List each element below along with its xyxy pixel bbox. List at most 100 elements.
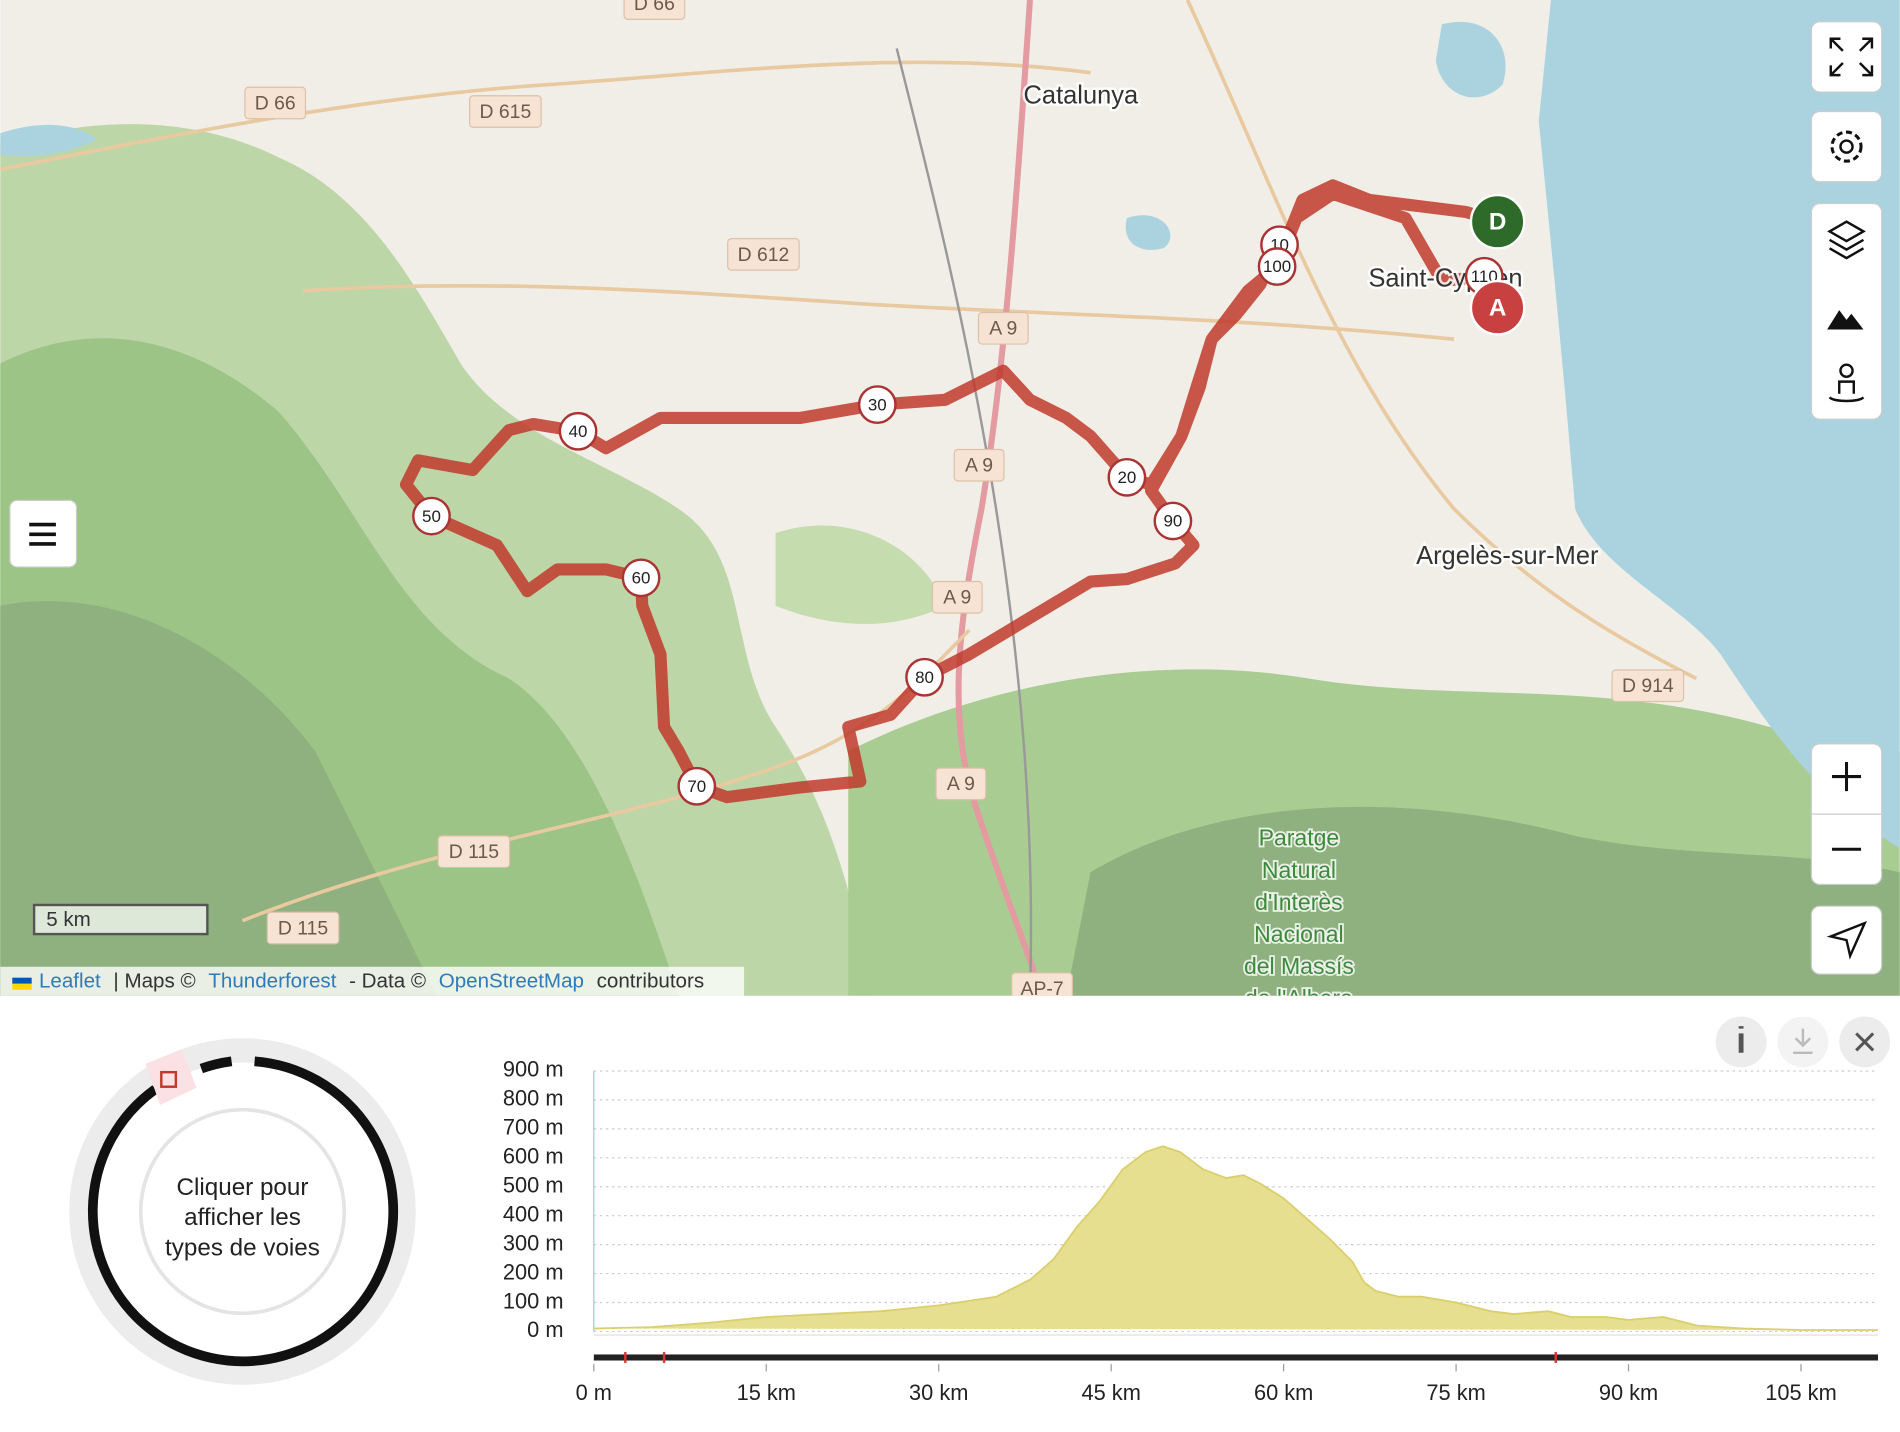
streetview-button[interactable] — [1828, 363, 1865, 403]
road-shield — [1611, 669, 1685, 703]
railway — [895, 48, 1033, 996]
close-icon — [1855, 1032, 1875, 1052]
road — [1185, 0, 1698, 681]
zoom-control[interactable] — [1810, 743, 1883, 886]
elevation-area — [593, 1145, 1879, 1331]
km-marker-label: 90 — [1163, 512, 1182, 531]
donut-label: types de voies — [165, 1234, 320, 1261]
attribution-link[interactable]: Leaflet — [39, 970, 101, 993]
attribution-link[interactable]: OpenStreetMap — [439, 970, 584, 993]
donut-arc — [87, 1056, 399, 1367]
gear-icon — [1839, 139, 1854, 154]
map-labels: D 66 D 66 D 615 Catalunya D 612 A 9 A 9 A 9 A 9 D… — [244, 0, 1685, 1011]
scale-label: 5 km — [46, 908, 91, 931]
donut-label: afficher les — [184, 1204, 301, 1231]
x-tick-label: 60 km — [1254, 1380, 1313, 1405]
road-label: A 9 — [965, 455, 993, 477]
sea — [1538, 0, 1900, 849]
park-label: del Massís — [1244, 953, 1354, 979]
km-marker-label: 40 — [569, 422, 588, 441]
zoom-in-icon[interactable] — [1831, 762, 1862, 792]
flag — [12, 983, 32, 990]
route[interactable] — [399, 179, 1504, 804]
fullscreen-button[interactable] — [1810, 21, 1883, 93]
km-marker — [677, 766, 717, 806]
forest — [775, 525, 946, 624]
road-label: AP-7 — [1021, 978, 1064, 1000]
road-shield — [437, 835, 511, 869]
km-marker-label: 100 — [1263, 257, 1291, 276]
x-tick-label: 45 km — [1081, 1380, 1140, 1405]
x-tick-label: 75 km — [1426, 1380, 1485, 1405]
settings-button[interactable] — [1810, 110, 1883, 183]
x-tick-label: 105 km — [1765, 1380, 1836, 1405]
attribution-text: - Data © — [349, 970, 426, 993]
panel-buttons — [1715, 1016, 1891, 1068]
place-label: Argelès-sur-Mer — [1416, 542, 1599, 570]
end-marker[interactable] — [1469, 279, 1526, 336]
km-marker-label: 60 — [632, 569, 651, 588]
fullscreen-icon — [1829, 37, 1874, 77]
y-tick-label: 400 m — [503, 1201, 564, 1226]
download-icon — [1793, 1028, 1813, 1055]
y-tick-label: 800 m — [503, 1086, 564, 1111]
park-label: Nacional — [1254, 921, 1344, 947]
y-tick-label: 200 m — [503, 1259, 564, 1284]
person-icon — [1839, 363, 1854, 378]
menu-icon — [29, 522, 56, 546]
road-label: D 615 — [480, 101, 532, 123]
road-label: A 9 — [943, 587, 971, 609]
layers-button[interactable] — [1827, 220, 1866, 260]
track-flag — [624, 1352, 627, 1363]
donut-center — [138, 1107, 347, 1316]
road-type-donut[interactable]: Cliquer pour afficher les types de voies — [69, 1038, 416, 1385]
km-marker — [621, 558, 661, 598]
road-shield — [266, 911, 340, 945]
x-tick-label: 30 km — [909, 1380, 968, 1405]
start-marker-label: D — [1489, 208, 1507, 235]
donut-ring — [69, 1038, 416, 1385]
end-marker-label: A — [1489, 294, 1507, 321]
attribution-link[interactable]: Thunderforest — [208, 970, 336, 993]
track-flag — [1554, 1352, 1557, 1363]
place-label: Catalunya — [1024, 82, 1139, 110]
km-marker-label: 20 — [1117, 468, 1136, 487]
button-bg — [1810, 21, 1883, 93]
y-tick-label: 0 m — [527, 1317, 563, 1342]
menu-button[interactable] — [9, 499, 78, 568]
km-marker — [1107, 457, 1147, 497]
km-marker-label: 80 — [915, 668, 934, 687]
road-label: D 115 — [449, 841, 499, 863]
donut-arc — [199, 1056, 233, 1074]
layers-icon — [1827, 220, 1866, 260]
attribution-text: | Maps © — [113, 970, 195, 993]
road-label: D 914 — [1622, 675, 1674, 697]
km-marker — [1257, 247, 1297, 286]
map[interactable]: D 66 D 66 D 615 Catalunya D 612 A 9 A 9 A 9 A 9 D… — [0, 0, 1900, 1011]
park-label: de l'Albera — [1245, 985, 1353, 1011]
road-shield — [977, 311, 1029, 345]
lake — [0, 124, 98, 157]
x-tick-label: 15 km — [737, 1380, 796, 1405]
x-tick-label: 0 m — [576, 1380, 612, 1405]
lake — [1125, 215, 1171, 250]
scale-box — [32, 903, 209, 936]
road-shield — [727, 238, 800, 271]
locate-icon — [1826, 920, 1867, 960]
attribution: Leaflet | Maps © Thunderforest - Data © … — [39, 970, 704, 993]
flag — [12, 977, 32, 984]
road-label: D 612 — [738, 244, 790, 266]
segment-icon — [160, 1070, 178, 1088]
road-shield — [623, 0, 686, 20]
mountain — [1066, 806, 1900, 996]
person-icon — [1828, 380, 1865, 403]
road-label: A 9 — [947, 773, 975, 795]
road-shield — [1011, 972, 1073, 996]
road-shield — [953, 448, 1005, 482]
start-marker[interactable] — [1469, 193, 1526, 250]
road-label: D 66 — [634, 0, 675, 15]
track-flag — [662, 1352, 666, 1363]
locate-button[interactable] — [1810, 905, 1883, 975]
y-tick-label: 300 m — [503, 1230, 564, 1255]
